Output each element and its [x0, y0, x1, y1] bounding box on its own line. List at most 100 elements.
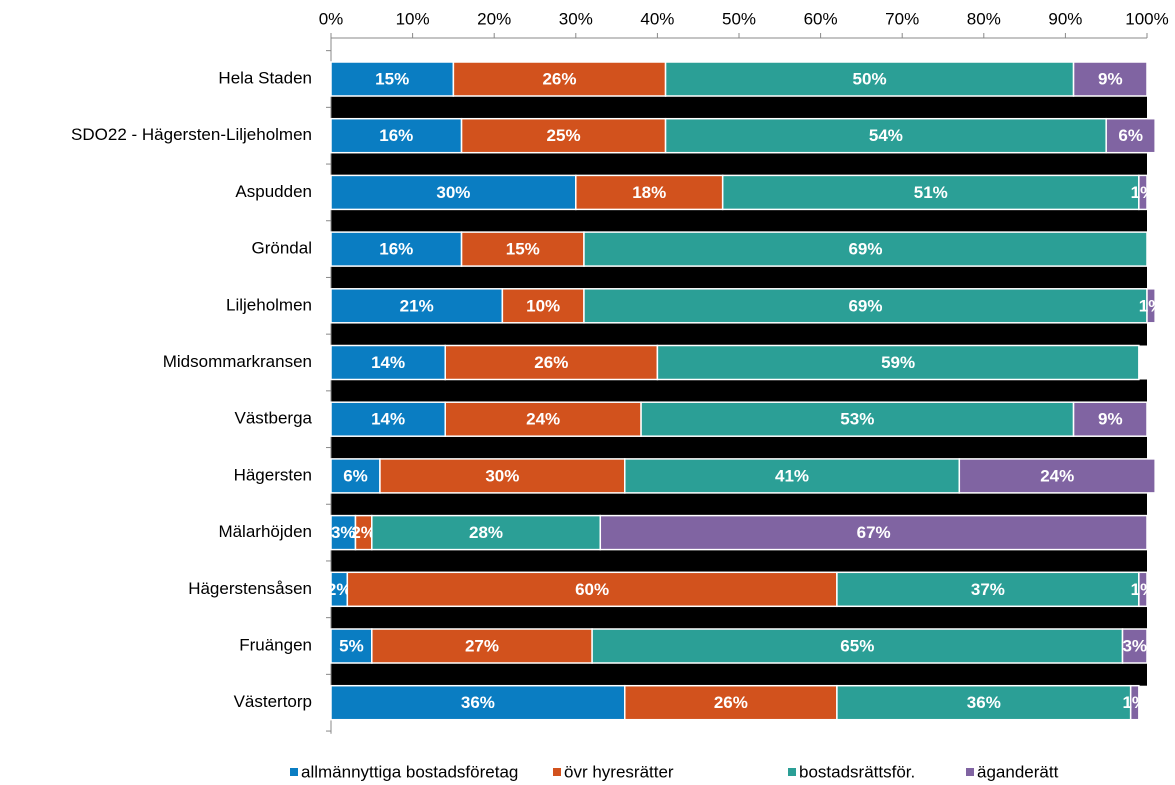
x-tick-label: 70%	[885, 9, 919, 28]
value-label: 6%	[343, 466, 368, 485]
bar-segment	[444, 401, 642, 437]
value-label: 6%	[1118, 126, 1143, 145]
value-label: 15%	[375, 69, 409, 88]
bar-segment	[346, 571, 838, 608]
row-gap	[331, 549, 1147, 573]
value-label: 53%	[840, 410, 874, 429]
legend-swatch	[966, 768, 974, 776]
x-tick-label: 30%	[559, 9, 593, 28]
category-label: Aspudden	[235, 182, 312, 201]
value-label: 16%	[379, 240, 413, 259]
bar-segment	[1129, 684, 1140, 721]
category-label: Midsommarkransen	[163, 352, 312, 371]
legend-label: äganderätt	[977, 762, 1059, 781]
bar-segment	[575, 174, 724, 211]
category-label: Västberga	[235, 409, 313, 428]
bar-segment	[599, 514, 1148, 551]
bar-segment	[624, 684, 838, 721]
value-label: 16%	[379, 126, 413, 145]
value-label: 9%	[1098, 69, 1123, 88]
value-label: 3%	[331, 523, 356, 542]
legend-label: bostadsrättsför.	[799, 762, 915, 781]
value-label: 9%	[1098, 410, 1123, 429]
row-gap	[331, 606, 1147, 629]
value-label: 54%	[869, 126, 903, 145]
value-label: 28%	[469, 523, 503, 542]
bar-segment	[330, 684, 626, 721]
bar-segment	[836, 571, 1140, 608]
value-label: 67%	[857, 523, 891, 542]
value-label: 24%	[1040, 466, 1074, 485]
value-label: 36%	[461, 693, 495, 712]
bar-segment	[656, 344, 1140, 381]
bar-segment	[371, 514, 602, 551]
bar-segment	[591, 628, 1124, 664]
value-label: 69%	[848, 240, 882, 259]
x-tick-label: 20%	[477, 9, 511, 28]
bar-segment	[330, 514, 357, 551]
x-tick-label: 80%	[967, 9, 1001, 28]
value-label: 2%	[327, 580, 352, 599]
category-label: Västertorp	[234, 692, 312, 711]
bar-segment	[460, 117, 667, 154]
x-tick-label: 50%	[722, 9, 756, 28]
value-label: 1%	[1122, 693, 1147, 712]
x-tick-label: 90%	[1048, 9, 1082, 28]
value-label: 59%	[881, 353, 915, 372]
bar-segment	[1072, 61, 1148, 97]
bar-segment	[624, 458, 961, 494]
value-label: 30%	[485, 466, 519, 485]
value-label: 1%	[1139, 296, 1164, 315]
bar-segment	[1146, 288, 1156, 324]
row-gap	[331, 492, 1147, 516]
bar-segment	[1138, 174, 1148, 211]
x-tick-label: 10%	[396, 9, 430, 28]
bar-segment	[664, 61, 1075, 97]
legend-label: övr hyresrätter	[564, 762, 674, 781]
bar-segment	[330, 458, 381, 494]
row-gap	[331, 663, 1147, 686]
bar-segment	[460, 231, 585, 267]
bar-segment	[452, 61, 667, 97]
row-gap	[331, 152, 1147, 176]
value-label: 24%	[526, 410, 560, 429]
bar-segment	[640, 401, 1075, 437]
row-gap	[331, 436, 1147, 459]
category-label: Mälarhöjden	[218, 522, 312, 541]
value-label: 41%	[775, 466, 809, 485]
category-label: Gröndal	[252, 239, 312, 258]
bar-segment	[330, 61, 455, 97]
value-label: 30%	[436, 183, 470, 202]
value-label: 10%	[526, 296, 560, 315]
value-label: 69%	[848, 296, 882, 315]
value-label: 2%	[351, 523, 376, 542]
row-gap	[331, 209, 1147, 233]
value-label: 27%	[465, 636, 499, 655]
value-label: 1%	[1131, 183, 1156, 202]
value-label: 14%	[371, 353, 405, 372]
bar-segment	[371, 628, 593, 664]
value-label: 26%	[534, 353, 568, 372]
bar-segment	[836, 684, 1132, 721]
value-label: 65%	[840, 636, 874, 655]
x-tick-label: 40%	[640, 9, 674, 28]
legend-swatch	[788, 768, 796, 776]
category-label: Fruängen	[239, 635, 312, 654]
value-label: 1%	[1131, 580, 1156, 599]
value-label: 25%	[547, 126, 581, 145]
bar-segment	[583, 231, 1148, 267]
row-gap	[331, 266, 1147, 289]
bar-segment	[1105, 117, 1156, 154]
value-label: 50%	[853, 69, 887, 88]
value-label: 3%	[1122, 636, 1147, 655]
category-label: Hela Staden	[218, 68, 312, 87]
row-gap	[331, 96, 1147, 119]
value-label: 26%	[542, 69, 576, 88]
value-label: 36%	[967, 693, 1001, 712]
value-label: 21%	[400, 296, 434, 315]
bar-segment	[664, 117, 1107, 154]
legend-swatch	[553, 768, 561, 776]
value-label: 37%	[971, 580, 1005, 599]
category-label: SDO22 - Hägersten-Liljeholmen	[71, 125, 312, 144]
